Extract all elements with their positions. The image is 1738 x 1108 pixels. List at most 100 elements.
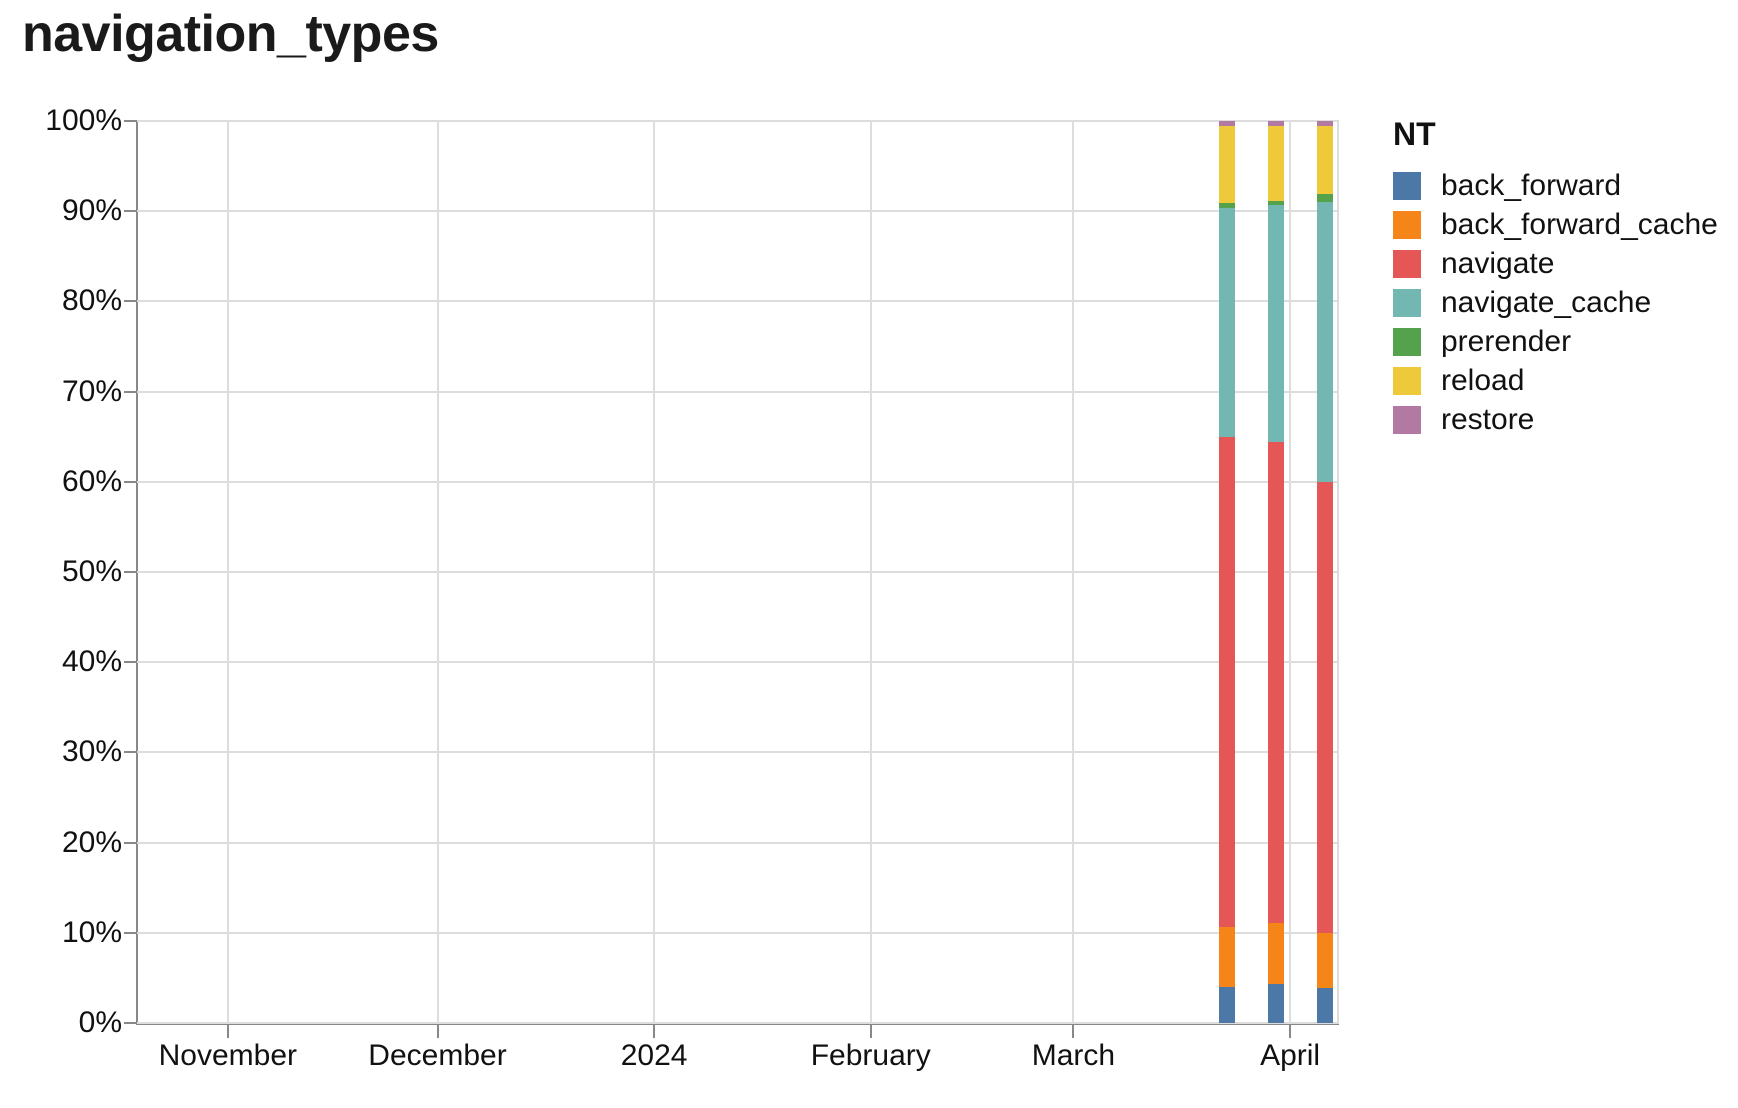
x-grid-line <box>869 121 872 1023</box>
x-grid-line <box>436 121 439 1023</box>
legend-label: navigate_cache <box>1441 285 1652 319</box>
legend-item-back_forward_cache: back_forward_cache <box>1393 205 1718 244</box>
x-tick-mark <box>1072 1023 1075 1038</box>
bar-segment-restore <box>1317 121 1334 126</box>
y-tick-label: 10% <box>61 915 122 949</box>
x-tick-label: 2024 <box>620 1039 688 1072</box>
y-grid-line <box>137 661 1339 664</box>
y-grid-line <box>137 931 1339 934</box>
bar-segment-prerender <box>1219 203 1236 208</box>
y-tick-mark <box>124 390 137 393</box>
legend-swatch-icon <box>1393 288 1421 317</box>
x-tick-label: March <box>1031 1039 1116 1072</box>
x-tick-label: February <box>810 1039 931 1072</box>
legend-label: back_forward <box>1441 168 1622 202</box>
bar-segment-navigate_cache <box>1317 202 1334 482</box>
x-tick-mark <box>436 1023 439 1038</box>
y-tick-mark <box>124 931 137 934</box>
legend-swatch-icon <box>1393 249 1421 278</box>
legend-swatch-icon <box>1393 210 1421 239</box>
y-tick-mark <box>124 300 137 303</box>
bar-segment-navigate_cache <box>1219 207 1236 437</box>
bar-segment-navigate <box>1317 481 1334 933</box>
y-tick-mark <box>124 841 137 844</box>
x-tick-mark <box>869 1023 872 1038</box>
y-tick-label: 40% <box>61 645 122 679</box>
plot-area <box>137 120 1339 1024</box>
y-grid-line <box>137 841 1339 844</box>
bar-segment-prerender <box>1317 194 1334 203</box>
y-grid-line <box>137 480 1339 483</box>
legend-label: back_forward_cache <box>1441 207 1718 241</box>
legend-swatch-icon <box>1393 366 1421 395</box>
legend-label: reload <box>1441 363 1525 397</box>
x-tick-mark <box>226 1023 229 1038</box>
y-tick-mark <box>124 661 137 664</box>
legend-item-back_forward: back_forward <box>1393 166 1718 205</box>
y-tick-mark <box>124 751 137 754</box>
bar-segment-back_forward_cache <box>1268 922 1285 985</box>
x-grid-line <box>653 121 656 1023</box>
bar-segment-reload <box>1219 125 1236 204</box>
bar-segment-back_forward_cache <box>1219 927 1236 987</box>
legend-label: prerender <box>1441 324 1572 358</box>
legend-item-navigate_cache: navigate_cache <box>1393 283 1718 322</box>
bar-segment-navigate_cache <box>1268 204 1285 443</box>
bar-segment-back_forward_cache <box>1317 932 1334 988</box>
y-tick-label: 90% <box>61 194 122 228</box>
bar-segment-back_forward <box>1219 986 1236 1023</box>
x-grid-line <box>1289 121 1292 1023</box>
legend-title: NT <box>1393 116 1436 152</box>
legend-swatch-icon <box>1393 405 1421 434</box>
x-tick-mark <box>1289 1023 1292 1038</box>
x-tick-label: November <box>158 1039 298 1072</box>
y-tick-label: 0% <box>78 1006 122 1039</box>
y-tick-mark <box>124 480 137 483</box>
x-tick-label: April <box>1260 1039 1321 1072</box>
plot-right-border <box>1337 121 1339 1023</box>
bar-segment-back_forward <box>1317 987 1334 1023</box>
legend-label: restore <box>1441 402 1535 436</box>
x-grid-line <box>226 121 229 1023</box>
legend-items: back_forward back_forward_cache navigate na… <box>1393 166 1718 439</box>
y-tick-label: 80% <box>61 284 122 318</box>
y-grid-line <box>137 210 1339 213</box>
bar-segment-navigate <box>1219 436 1236 928</box>
legend-swatch-icon <box>1393 171 1421 200</box>
y-tick-label: 100% <box>45 104 122 137</box>
y-tick-label: 50% <box>61 555 122 588</box>
y-grid-line <box>137 390 1339 393</box>
bar-segment-back_forward <box>1268 984 1285 1023</box>
legend-swatch-icon <box>1393 327 1421 356</box>
bar-segment-reload <box>1317 125 1334 195</box>
legend-item-prerender: prerender <box>1393 322 1718 361</box>
y-tick-mark <box>124 571 137 573</box>
bar-segment-reload <box>1268 125 1285 202</box>
y-grid-line <box>137 1022 1339 1024</box>
legend-item-restore: restore <box>1393 400 1718 439</box>
x-tick-mark <box>653 1023 656 1038</box>
y-tick-mark <box>124 1022 137 1024</box>
bar-segment-prerender <box>1268 201 1285 205</box>
y-tick-label: 60% <box>61 464 122 498</box>
chart-title: navigation_types <box>22 5 439 63</box>
legend-item-reload: reload <box>1393 361 1718 400</box>
y-grid-line <box>137 120 1339 122</box>
y-grid-line <box>137 571 1339 573</box>
bar-segment-restore <box>1219 121 1236 126</box>
bar-segment-navigate <box>1268 442 1285 923</box>
y-tick-label: 20% <box>61 825 122 859</box>
y-grid-line <box>137 751 1339 754</box>
bar-segment-restore <box>1268 121 1285 126</box>
x-tick-label: December <box>368 1039 507 1072</box>
legend-item-navigate: navigate <box>1393 244 1718 283</box>
y-tick-label: 30% <box>61 735 122 769</box>
y-tick-label: 70% <box>61 374 122 408</box>
y-tick-mark <box>124 120 137 122</box>
legend-label: navigate <box>1441 246 1555 280</box>
y-tick-mark <box>124 210 137 213</box>
y-grid-line <box>137 300 1339 303</box>
x-grid-line <box>1072 121 1075 1023</box>
